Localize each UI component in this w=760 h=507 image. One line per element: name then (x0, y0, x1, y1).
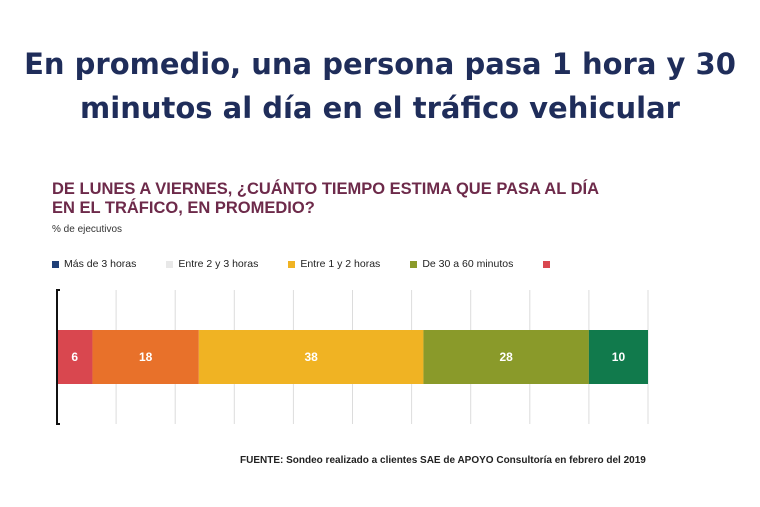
segment-value-label: 38 (304, 350, 318, 364)
headline: En promedio, una persona pasa 1 hora y 3… (0, 42, 760, 130)
legend-swatch (410, 260, 418, 268)
legend-swatch (288, 260, 296, 268)
chart-title-line-2: EN EL TRÁFICO, EN PROMEDIO? (52, 199, 315, 217)
headline-line-1: En promedio, una persona pasa 1 hora y 3… (24, 47, 736, 81)
bar-segment (588, 330, 648, 384)
legend-swatch (52, 260, 59, 268)
legend-swatch (543, 260, 551, 268)
bar-segment (423, 330, 589, 384)
headline-line-2: minutos al día en el tráfico vehicular (80, 91, 680, 125)
legend-item: Entre 2 y 3 horas (166, 258, 258, 270)
source-note: FUENTE: Sondeo realizado a clientes SAE … (240, 455, 646, 466)
y-axis-line (56, 289, 60, 425)
legend-label: De 30 a 60 minutos (422, 258, 514, 270)
legend-item (543, 260, 555, 268)
chart-legend: Más de 3 horas Entre 2 y 3 horas Entre 1 y… (52, 257, 585, 271)
bar-segment (92, 330, 199, 384)
segment-value-label: 6 (71, 350, 78, 364)
bar-segment (57, 330, 93, 384)
legend-label: Entre 2 y 3 horas (178, 258, 259, 270)
bar-segment (198, 330, 424, 384)
segment-value-label: 10 (612, 350, 626, 364)
chart-title: DE LUNES A VIERNES, ¿CUÁNTO TIEMPO ESTIM… (52, 180, 692, 218)
segment-value-label: 28 (499, 350, 513, 364)
legend-item: De 30 a 60 minutos (410, 258, 513, 270)
legend-item: Más de 3 horas (52, 258, 136, 270)
chart-title-line-1: DE LUNES A VIERNES, ¿CUÁNTO TIEMPO ESTIM… (52, 180, 599, 198)
legend-swatch (166, 260, 174, 268)
unit-label: % de ejecutivos (52, 224, 123, 235)
legend-item: Entre 1 y 2 horas (288, 258, 380, 270)
legend-label: Entre 1 y 2 horas (300, 258, 381, 270)
legend-label: Más de 3 horas (64, 258, 137, 270)
segment-value-label: 18 (139, 350, 153, 364)
